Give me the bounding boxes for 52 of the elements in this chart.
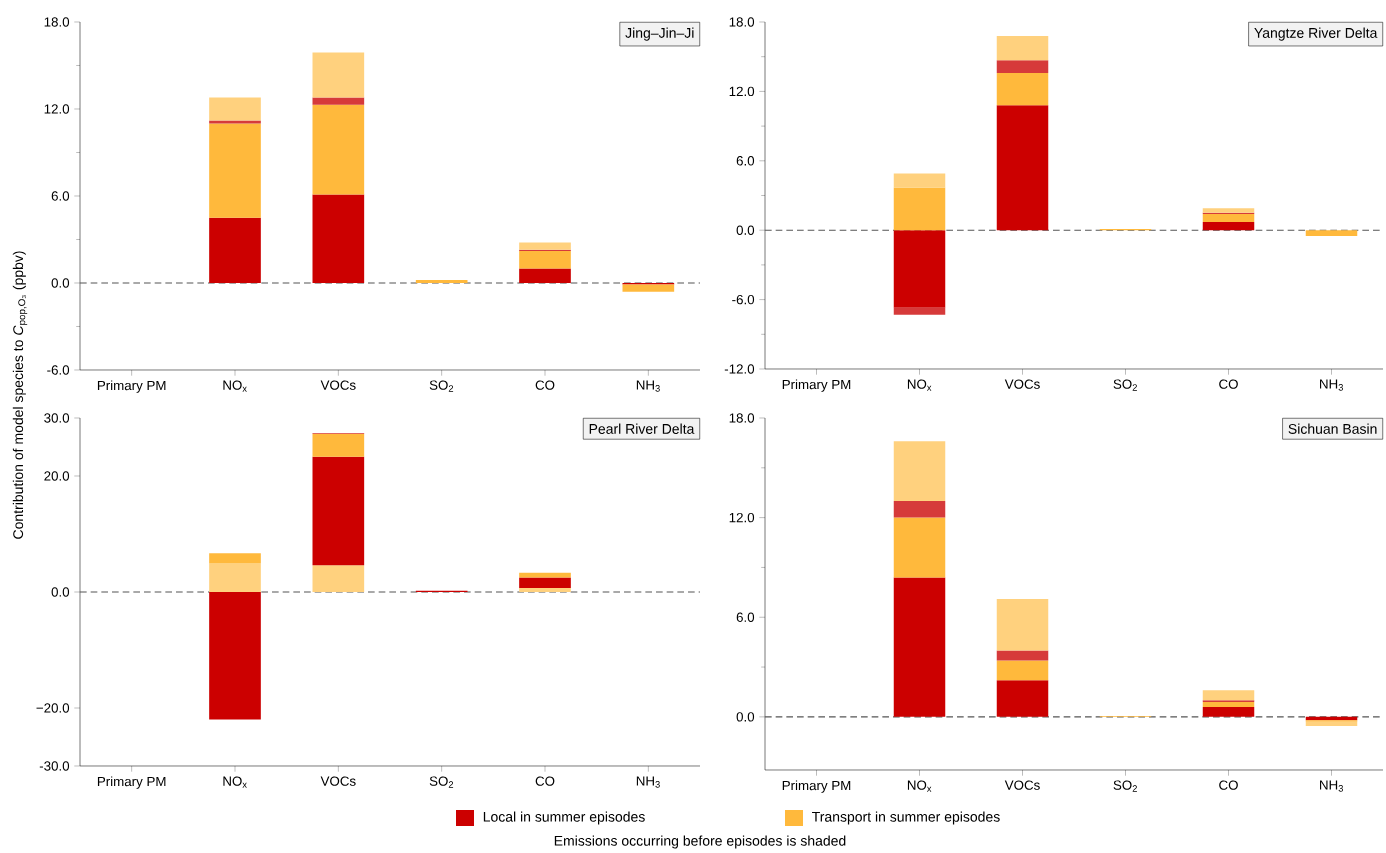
y-tick-label: 6.0 — [51, 191, 70, 201]
y-tick-label: 18.0 — [729, 413, 755, 423]
chart-title: Pearl River Delta — [589, 423, 695, 434]
x-tick-label: Primary PM — [97, 380, 166, 393]
text: Emissions occurring before episodes is shaded — [554, 835, 846, 849]
y-axis-title: Contribution of model species to C$_{pop,O₃}$ (ppbv) — [12, 251, 28, 539]
y-tick-label: −20.0 — [36, 703, 70, 713]
x-tick-label: CO — [535, 380, 555, 390]
x-tick-label: CO — [535, 776, 555, 786]
x-tick-label: NO$_{x}$ — [907, 379, 932, 391]
x-tick-label: Primary PM — [782, 780, 851, 793]
y-tick-label: 12.0 — [44, 104, 70, 114]
chart-title: Jing–Jin–Ji — [625, 27, 694, 41]
x-tick-label: SO$_{2}$ — [429, 380, 454, 392]
x-tick-label: NH$_{3}$ — [1320, 780, 1343, 792]
x-tick-label: NH$_{3}$ — [1320, 379, 1343, 391]
y-tick-label: 12.0 — [729, 86, 755, 97]
x-tick-label: SO$_{2}$ — [1113, 780, 1137, 792]
x-tick-label: SO$_{2}$ — [1113, 379, 1137, 391]
x-tick-label: CO — [1219, 379, 1238, 389]
y-tick-label: -6.0 — [47, 365, 70, 375]
y-tick-label: 0.0 — [736, 712, 755, 722]
legend-label: Transport in summer episodes — [812, 811, 1000, 825]
x-tick-label: SO$_{2}$ — [429, 776, 454, 788]
x-tick-label: VOCs — [320, 380, 356, 390]
x-tick-label: Primary PM — [97, 776, 166, 789]
x-tick-label: VOCs — [1004, 379, 1040, 389]
y-tick-label: -6.0 — [732, 294, 755, 305]
y-tick-label: 6.0 — [736, 612, 755, 622]
legend-label: Local in summer episodes — [483, 811, 645, 825]
y-tick-label: -30.0 — [39, 761, 70, 771]
y-tick-label: 18.0 — [729, 17, 755, 27]
y-tick-label: 0.0 — [51, 278, 70, 288]
y-tick-label: 20.0 — [44, 471, 70, 481]
chart-title: Sichuan Basin — [1288, 423, 1377, 434]
y-tick-label: 6.0 — [736, 156, 755, 166]
y-tick-label: -12.0 — [724, 364, 755, 374]
chart-title: Yangtze River Delta — [1254, 27, 1378, 41]
y-tick-label: 18.0 — [44, 17, 70, 27]
y-tick-label: 0.0 — [51, 587, 70, 597]
y-tick-label: 12.0 — [729, 512, 755, 523]
x-tick-label: NO$_{x}$ — [223, 380, 247, 392]
x-tick-label: NH$_{3}$ — [636, 776, 660, 788]
x-tick-label: VOCs — [1004, 780, 1040, 790]
y-tick-label: 30.0 — [44, 413, 70, 423]
x-tick-label: VOCs — [320, 776, 356, 786]
x-tick-label: NH$_{3}$ — [636, 380, 660, 392]
x-tick-label: NO$_{x}$ — [907, 780, 932, 792]
x-tick-label: CO — [1219, 780, 1238, 790]
y-tick-label: 0.0 — [736, 225, 755, 235]
x-tick-label: NO$_{x}$ — [223, 776, 247, 788]
x-tick-label: Primary PM — [782, 379, 851, 392]
